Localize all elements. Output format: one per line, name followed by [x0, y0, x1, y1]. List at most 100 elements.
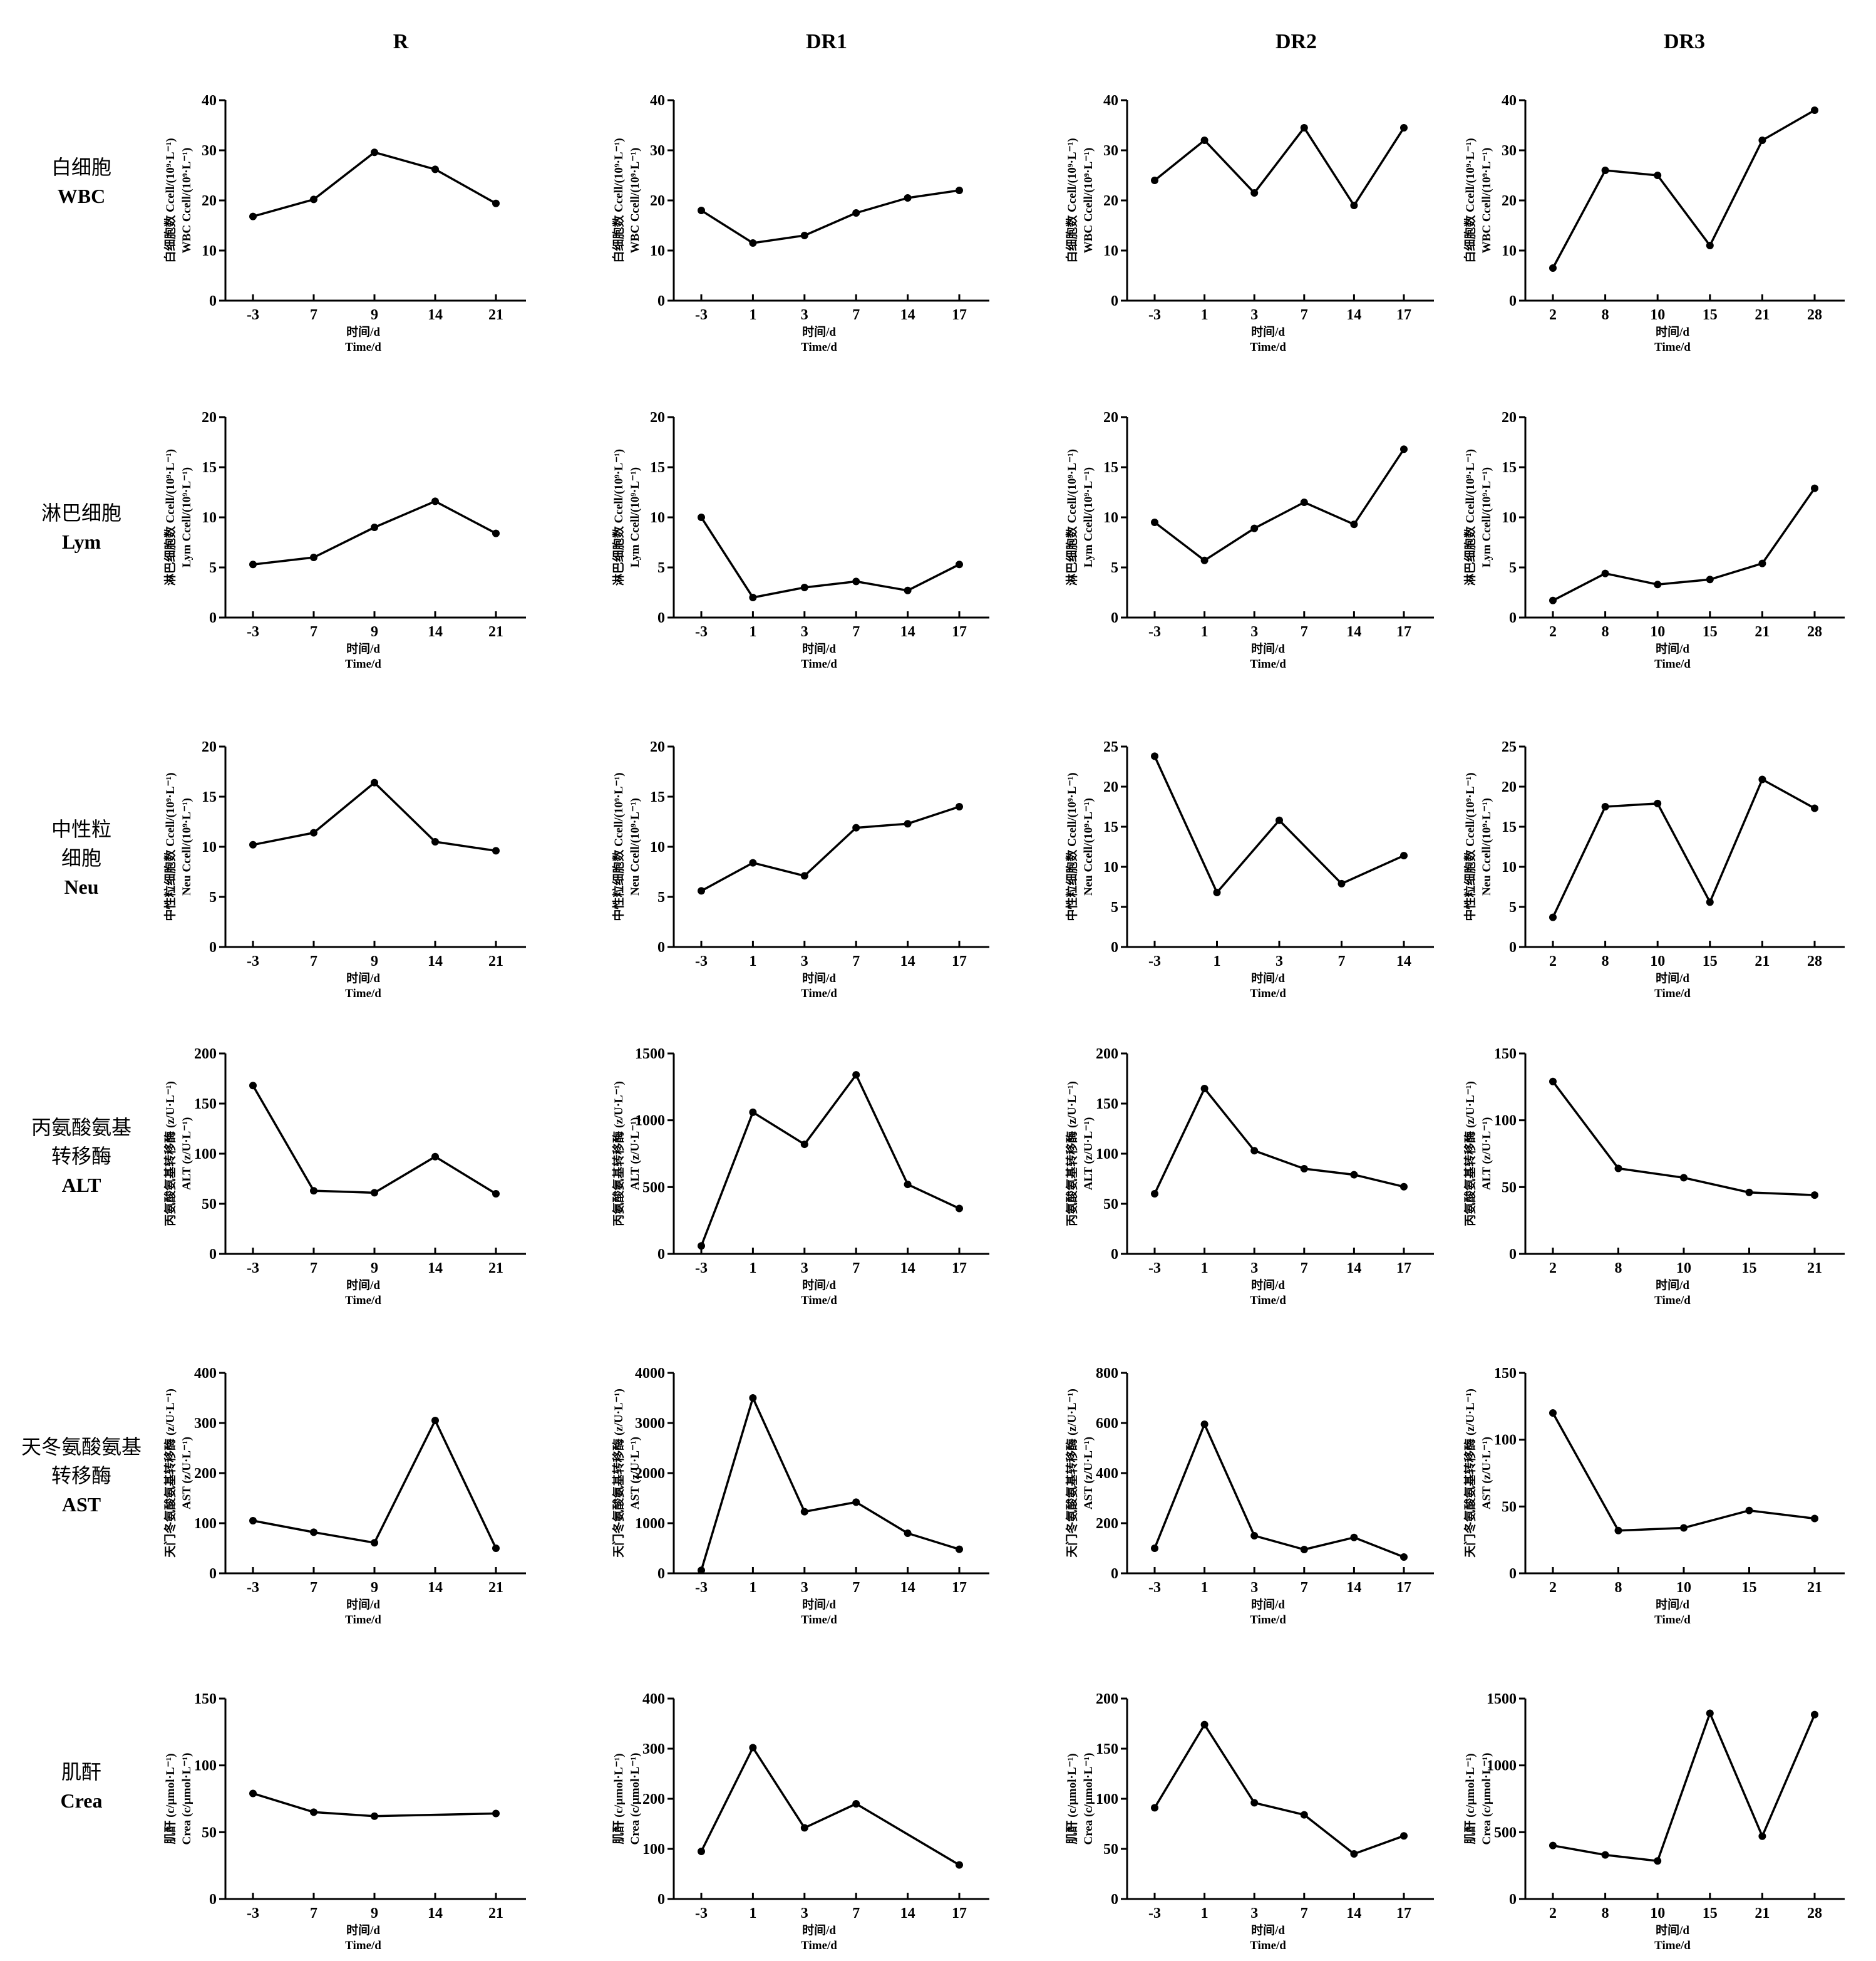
x-tick-label: 7	[310, 1260, 317, 1276]
data-point	[1151, 752, 1158, 760]
x-tick-label: 21	[1807, 1260, 1822, 1276]
y-axis-label-cn: 天门冬氨酸氨基转移酶 (z/U·L⁻¹)	[1064, 1389, 1079, 1558]
column-header-r: R	[393, 30, 409, 53]
x-tick-label: 17	[952, 307, 967, 323]
y-tick-label: 200	[642, 1791, 665, 1808]
x-tick-label: 7	[852, 1580, 860, 1596]
x-axis-label-en: Time/d	[1654, 1613, 1691, 1627]
x-tick-label: 1	[1201, 1260, 1209, 1276]
y-tick-label: 0	[1111, 1891, 1118, 1908]
x-tick-label: 3	[801, 953, 808, 970]
data-point	[698, 1848, 705, 1855]
data-point	[1200, 1420, 1209, 1428]
x-tick-label: 15	[1703, 307, 1718, 323]
data-point	[1200, 1085, 1209, 1092]
y-axis-label-cn: 中性粒细胞数 Ccell/(10⁹·L⁻¹)	[1064, 772, 1079, 921]
y-axis-label-cn: 中性粒细胞数 Ccell/(10⁹·L⁻¹)	[611, 772, 626, 921]
x-tick-label: 14	[1346, 307, 1361, 323]
x-tick-label: -3	[247, 1260, 259, 1276]
data-point	[1300, 499, 1308, 506]
y-axis-label-en: Neu Ccell/(10⁹·L⁻¹)	[180, 798, 193, 896]
data-point	[249, 1517, 257, 1524]
series-line	[1552, 109, 1815, 269]
x-tick-label: 17	[1396, 624, 1411, 640]
data-point	[1350, 1850, 1358, 1858]
data-point	[310, 1808, 317, 1816]
x-axis-label-en: Time/d	[1250, 1613, 1286, 1627]
x-tick-label: -3	[1148, 953, 1161, 970]
y-tick-label: 0	[209, 1566, 217, 1582]
x-tick-label: 21	[488, 953, 503, 970]
x-axis-label-cn: 时间/d	[1251, 1598, 1285, 1612]
column-header-dr3: DR3	[1663, 30, 1706, 53]
x-tick-label: 14	[900, 307, 915, 323]
y-tick-label: 30	[650, 143, 665, 159]
y-tick-label: 50	[1103, 1841, 1118, 1858]
chart-wbc-r: 0 10 20 30 40 -3 7 9 14 21 时间/d Time/d 白细胞数 Ccell/(1…	[163, 93, 526, 354]
data-point	[1811, 1514, 1818, 1523]
x-axis-label-en: Time/d	[345, 1294, 381, 1307]
x-tick-label: 9	[371, 307, 378, 323]
y-tick-label: 15	[1103, 819, 1118, 836]
y-tick-label: 20	[1103, 779, 1118, 795]
row-label-cn: 转移酶	[51, 1464, 112, 1487]
series-line	[700, 1074, 960, 1246]
x-axis-label-cn: 时间/d	[802, 325, 836, 339]
y-tick-label: 100	[1096, 1791, 1118, 1808]
y-tick-label: 0	[657, 939, 665, 956]
x-tick-label: 7	[852, 307, 860, 323]
y-tick-label: 40	[650, 93, 665, 109]
data-point	[698, 1242, 705, 1250]
y-axis-label-en: Neu Ccell/(10⁹·L⁻¹)	[629, 798, 642, 896]
y-axis-label-en: AST (z/U·L⁻¹)	[1082, 1437, 1095, 1509]
y-axis-label-en: Crea (c/μmol·L⁻¹)	[180, 1753, 193, 1845]
y-tick-label: 0	[657, 1246, 665, 1263]
data-point	[1549, 913, 1557, 921]
y-tick-label: 10	[650, 243, 665, 259]
y-tick-label: 40	[202, 93, 217, 109]
x-tick-label: 10	[1650, 624, 1665, 640]
y-tick-label: 15	[650, 789, 665, 805]
data-point	[1350, 202, 1358, 209]
data-point	[956, 1545, 963, 1553]
data-point	[698, 514, 705, 521]
y-tick-label: 100	[642, 1841, 665, 1858]
chart-wbc-dr2: 0 10 20 30 40 -3 1 3 7 14 17 时间/d Time/d 白细胞数 Ccell/(…	[1064, 93, 1434, 354]
x-tick-label: -3	[695, 307, 708, 323]
series-line	[252, 781, 497, 852]
y-tick-label: 0	[657, 293, 665, 309]
y-axis-label-cn: 白细胞数 Ccell/(10⁹·L⁻¹)	[163, 138, 177, 262]
data-point	[1758, 1832, 1766, 1840]
chart-lym-r: 0 5 10 15 20 -3 7 9 14 21 时间/d Time/d 淋巴细胞数 Ccell/(1…	[163, 410, 526, 671]
row-label-cn: 白细胞	[51, 156, 112, 179]
x-tick-label: 3	[1250, 1580, 1258, 1596]
y-axis-label-en: AST (z/U·L⁻¹)	[180, 1437, 193, 1509]
y-tick-label: 0	[1509, 1246, 1517, 1263]
x-tick-label: 15	[1703, 953, 1718, 970]
data-point	[249, 841, 257, 849]
data-point	[904, 820, 912, 828]
data-point	[1680, 1524, 1688, 1532]
data-point	[852, 1071, 860, 1079]
y-tick-label: 20	[650, 193, 665, 209]
y-axis-label-cn: 肌酐 (c/μmol·L⁻¹)	[1065, 1753, 1079, 1844]
x-axis-label-cn: 时间/d	[1656, 642, 1689, 656]
row-label-alt: 丙氨酸氨基 转移酶 ALT	[31, 1113, 131, 1199]
y-tick-label: 30	[1103, 143, 1118, 159]
x-tick-label: -3	[1148, 624, 1161, 640]
data-point	[1200, 1720, 1209, 1729]
data-point	[1300, 1546, 1308, 1553]
data-point	[1706, 898, 1714, 906]
data-point	[431, 838, 439, 846]
chart-neu-dr1: 0 5 10 15 20 -3 1 3 7 14 17 时间/d Time/d 中性粒细胞数 Ccell/…	[611, 739, 989, 1000]
data-point	[1811, 804, 1818, 812]
data-point	[1250, 1799, 1259, 1807]
data-point	[1706, 1709, 1714, 1717]
x-axis-label-cn: 时间/d	[1656, 1923, 1689, 1937]
x-tick-label: 2	[1549, 1905, 1557, 1922]
row-label-lym: 淋巴细胞 Lym	[41, 499, 121, 556]
row-label-ast: 天冬氨酸氨基 转移酶 AST	[21, 1432, 142, 1519]
y-axis-label-cn: 肌酐 (c/μmol·L⁻¹)	[163, 1753, 177, 1844]
